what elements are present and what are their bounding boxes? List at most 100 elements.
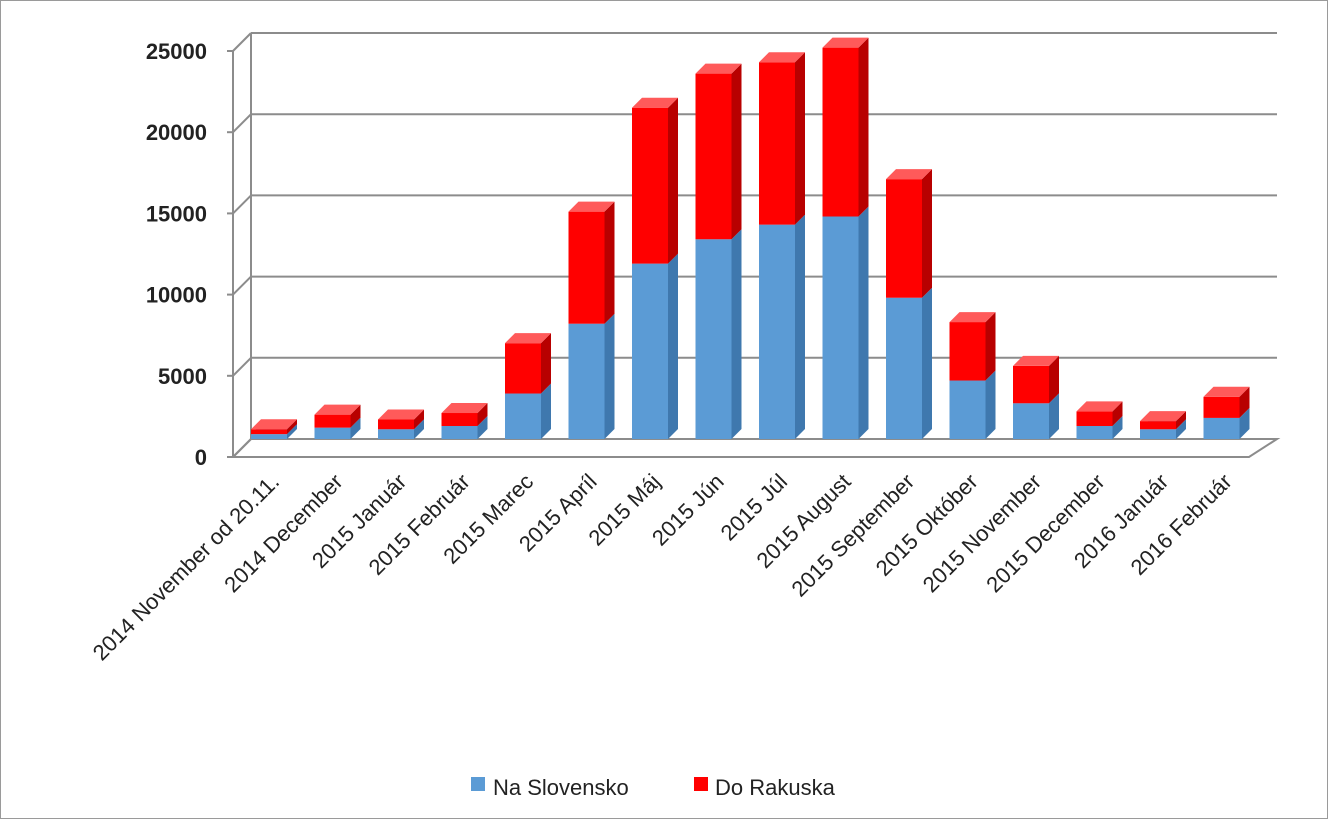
- bar-front-na-slovensko-9: [822, 216, 859, 439]
- bar-side-do-rakuska-2: [414, 409, 424, 430]
- bar-top-do-rakuska-4: [505, 333, 551, 344]
- bar-front-do-rakuska-12: [1013, 365, 1049, 404]
- bar-front-na-slovensko-0: [251, 434, 287, 439]
- gridline-diagonal-1: [232, 357, 252, 377]
- bar-side-do-rakuska-13: [1112, 401, 1123, 427]
- bar-do-rakuska-5: [568, 201, 615, 324]
- gridline-diagonal-2: [232, 275, 252, 296]
- bar-top-do-rakuska-8: [759, 52, 805, 63]
- bar-side-na-slovensko-5: [604, 313, 615, 439]
- bars-layer: [251, 37, 1250, 439]
- bar-front-na-slovensko-1: [314, 427, 351, 439]
- bar-front-na-slovensko-12: [1013, 403, 1049, 439]
- bar-top-do-rakuska-10: [886, 169, 932, 180]
- bar-side-na-slovensko-3: [477, 416, 488, 439]
- bar-top-do-rakuska-12: [1013, 355, 1059, 366]
- bar-side-do-rakuska-6: [668, 97, 678, 264]
- bar-top-do-rakuska-15: [1203, 386, 1250, 397]
- bar-na-slovensko-7: [695, 229, 742, 439]
- legend-swatch-do-rakuska: [694, 777, 708, 791]
- bar-front-na-slovensko-14: [1140, 429, 1176, 439]
- bar-do-rakuska-8: [759, 52, 805, 225]
- bar-front-do-rakuska-13: [1076, 411, 1113, 427]
- bar-do-rakuska-6: [632, 97, 678, 264]
- bar-front-na-slovensko-5: [568, 323, 605, 439]
- legend-label-na-slovensko: Na Slovensko: [493, 775, 629, 800]
- bar-front-na-slovensko-8: [759, 224, 795, 439]
- bar-front-do-rakuska-0: [251, 429, 287, 435]
- bar-front-do-rakuska-11: [949, 322, 986, 381]
- bar-top-do-rakuska-9: [822, 37, 869, 48]
- y-tick-label-0: 0: [195, 445, 207, 470]
- bar-side-na-slovensko-2: [414, 419, 424, 439]
- bar-top-do-rakuska-2: [378, 409, 424, 420]
- y-tick-label-4: 20000: [146, 120, 207, 145]
- bar-do-rakuska-1: [314, 404, 361, 428]
- bar-top-do-rakuska-5: [568, 201, 615, 212]
- bar-do-rakuska-3: [441, 403, 488, 427]
- bar-side-do-rakuska-11: [985, 312, 996, 381]
- bar-top-do-rakuska-6: [632, 97, 678, 108]
- bar-side-do-rakuska-14: [1176, 411, 1186, 430]
- bar-front-do-rakuska-9: [822, 47, 859, 217]
- bar-na-slovensko-6: [632, 253, 678, 439]
- legend-swatch-na-slovensko: [471, 777, 485, 791]
- bar-top-do-rakuska-7: [695, 63, 742, 74]
- bar-do-rakuska-15: [1203, 386, 1250, 418]
- bar-side-do-rakuska-5: [604, 201, 615, 324]
- chart-floor: [230, 438, 1281, 458]
- bar-front-do-rakuska-3: [441, 413, 478, 427]
- bar-front-na-slovensko-11: [949, 380, 986, 439]
- bar-top-do-rakuska-13: [1076, 401, 1123, 412]
- bar-front-na-slovensko-13: [1076, 426, 1113, 439]
- bar-do-rakuska-13: [1076, 401, 1123, 427]
- bar-side-na-slovensko-15: [1239, 407, 1250, 439]
- gridline-diagonal-5: [232, 32, 252, 52]
- bar-top-do-rakuska-14: [1140, 411, 1186, 422]
- bar-front-do-rakuska-6: [632, 107, 668, 264]
- bar-front-na-slovensko-3: [441, 426, 478, 439]
- legend: Na Slovensko Do Rakuska: [471, 775, 836, 800]
- bar-do-rakuska-0: [251, 419, 297, 435]
- bar-side-do-rakuska-9: [858, 37, 869, 217]
- bar-na-slovensko-11: [949, 370, 996, 439]
- bar-side-do-rakuska-8: [795, 52, 805, 225]
- bar-front-do-rakuska-15: [1203, 396, 1240, 418]
- bar-front-do-rakuska-8: [759, 62, 795, 225]
- bar-side-do-rakuska-7: [731, 63, 742, 240]
- bar-do-rakuska-11: [949, 312, 996, 381]
- bar-side-na-slovensko-9: [858, 206, 869, 439]
- bar-side-do-rakuska-3: [477, 403, 488, 427]
- bar-front-do-rakuska-4: [505, 343, 541, 394]
- bar-na-slovensko-8: [759, 214, 805, 439]
- bar-do-rakuska-7: [695, 63, 742, 240]
- bar-na-slovensko-9: [822, 206, 869, 439]
- bar-front-na-slovensko-6: [632, 263, 668, 439]
- y-tick-label-5: 25000: [146, 39, 207, 64]
- bar-do-rakuska-9: [822, 37, 869, 217]
- bar-side-na-slovensko-10: [922, 287, 932, 439]
- y-tick-label-3: 15000: [146, 201, 207, 226]
- bar-front-do-rakuska-14: [1140, 421, 1176, 430]
- bar-side-do-rakuska-10: [922, 169, 932, 298]
- y-axis: 0 5000 10000 15000 20000 25000: [146, 39, 233, 470]
- bar-side-na-slovensko-11: [985, 370, 996, 439]
- bar-front-do-rakuska-7: [695, 73, 732, 240]
- bar-do-rakuska-2: [378, 409, 424, 430]
- bar-do-rakuska-10: [886, 169, 932, 298]
- y-tick-label-1: 5000: [158, 364, 207, 389]
- bar-side-do-rakuska-0: [287, 419, 297, 435]
- bar-side-do-rakuska-1: [350, 404, 361, 428]
- bar-side-na-slovensko-1: [350, 417, 361, 439]
- bar-na-slovensko-10: [886, 287, 932, 439]
- bar-front-na-slovensko-4: [505, 393, 541, 439]
- bar-top-do-rakuska-3: [441, 403, 488, 414]
- bar-side-na-slovensko-0: [287, 424, 297, 439]
- bar-front-na-slovensko-2: [378, 429, 414, 439]
- bar-top-do-rakuska-1: [314, 404, 361, 415]
- bar-front-na-slovensko-7: [695, 239, 732, 439]
- legend-label-do-rakuska: Do Rakuska: [715, 775, 836, 800]
- bar-side-na-slovensko-14: [1176, 419, 1186, 439]
